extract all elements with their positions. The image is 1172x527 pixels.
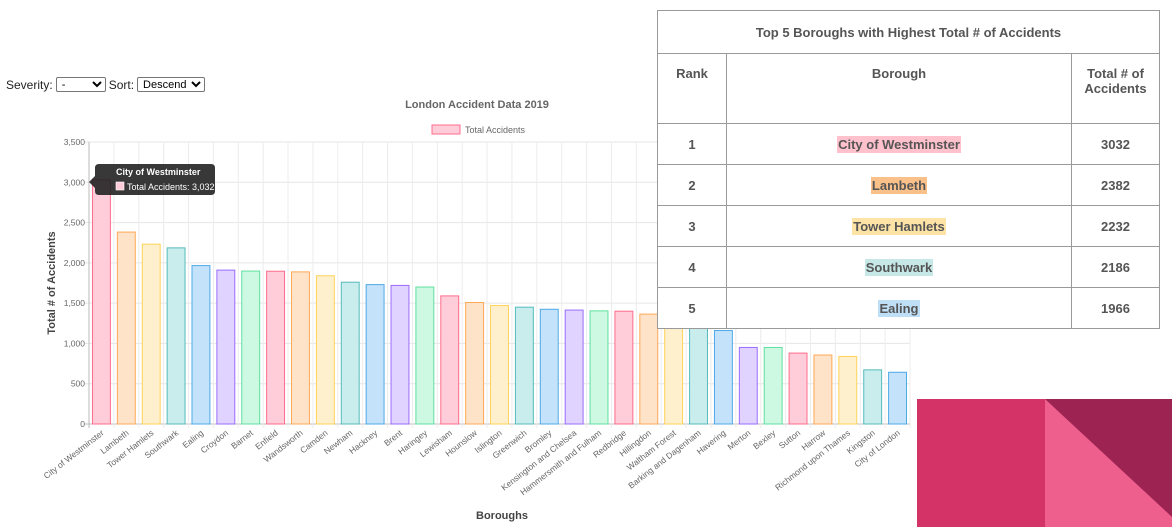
bar [738,346,758,425]
bar [415,286,435,425]
y-tick-label: 500 [71,379,85,389]
rank-cell: 1 [657,123,727,165]
tooltip-title: City of Westminster [116,167,201,177]
y-tick-label: 3,000 [64,177,86,187]
top5-row: 2 Lambeth 2382 [657,164,1160,206]
bar [664,317,684,425]
header-total-line2: Accidents [1084,81,1147,96]
legend-label: Total Accidents [465,125,526,135]
decorative-corner-graphic [917,399,1172,527]
bar [490,305,509,425]
rank-cell: 5 [657,287,727,329]
deco-dark-triangle [1045,399,1172,517]
rank-cell: 2 [657,164,727,206]
x-tick-label: Barnet [229,427,255,451]
rank-cell: 4 [657,246,727,288]
borough-highlight: Ealing [878,299,920,317]
total-cell: 2186 [1071,246,1160,288]
bar [166,247,186,425]
y-tick-label: 2,500 [64,218,86,228]
rank-cell: 3 [657,205,727,247]
total-cell: 2232 [1071,205,1160,247]
bar [689,325,708,425]
bar [539,308,559,425]
x-axis-title: Boroughs [476,510,528,522]
accident-bar-chart: London Accident Data 2019 Total Accident… [42,99,911,522]
bar [216,269,236,425]
top5-row: 4 Southwark 2186 [657,246,1160,288]
borough-highlight: Southwark [864,258,934,276]
y-tick-label: 0 [80,419,85,429]
tooltip-value: Total Accidents: 3,032 [127,182,215,192]
bar [191,265,211,425]
borough-cell: Lambeth [726,164,1072,206]
chart-legend: Total Accidents [431,124,526,135]
bar [116,231,136,425]
header-borough: Borough [726,53,1072,124]
tooltip-swatch [115,181,125,191]
bar [888,371,908,425]
y-tick-label: 3,500 [64,137,86,147]
top5-header-row: Rank Borough Total # of Accidents [657,53,1160,124]
top5-table: Top 5 Boroughs with Highest Total # of A… [657,10,1160,329]
tooltip: City of Westminster Total Accidents: 3,0… [89,164,215,195]
header-total-line1: Total # of [1087,66,1144,81]
bar [713,330,733,425]
y-axis-title: Total # of Accidents [46,231,58,334]
bar [291,271,310,425]
bar [340,281,360,425]
bar [315,275,335,425]
filter-controls: Severity: - Sort: Descending [6,77,206,92]
borough-highlight: Tower Hamlets [852,217,946,235]
borough-highlight: Lambeth [870,176,928,194]
bar [813,354,833,425]
bar [514,306,534,425]
y-tick-label: 2,000 [64,258,86,268]
bar [863,369,883,425]
x-tick-label: Merton [726,428,753,452]
header-total: Total # of Accidents [1071,53,1160,124]
bar [788,352,808,425]
legend-swatch [431,124,461,135]
header-rank: Rank [657,53,727,124]
borough-highlight: City of Westminster [837,135,961,153]
bar [390,284,410,425]
top5-row: 5 Ealing 1966 [657,287,1160,329]
y-tick-label: 1,000 [64,338,86,348]
bar [639,313,659,425]
bar [141,243,161,425]
total-cell: 1966 [1071,287,1160,329]
top5-title: Top 5 Boroughs with Highest Total # of A… [657,10,1160,54]
borough-cell: City of Westminster [726,123,1072,165]
y-tick-label: 1,500 [64,298,86,308]
bar [266,270,286,425]
bar [365,284,385,425]
bar [440,295,460,425]
x-tick-label: Sutton [777,428,803,451]
total-cell: 3032 [1071,123,1160,165]
chart-title: London Accident Data 2019 [405,99,549,111]
bar [564,309,584,425]
borough-cell: Tower Hamlets [726,205,1072,247]
bar [241,270,261,425]
total-cell: 2382 [1071,164,1160,206]
bar [589,310,609,425]
sort-label: Sort: [108,77,135,92]
x-tick-label: City of Westminster [42,428,106,481]
top5-row: 1 City of Westminster 3032 [657,123,1160,165]
bar [614,310,634,425]
bar [838,355,858,425]
severity-select[interactable]: - [55,77,106,92]
sort-select[interactable]: Descending [137,77,206,92]
bar [763,346,783,425]
borough-cell: Southwark [726,246,1072,288]
top5-row: 3 Tower Hamlets 2232 [657,205,1160,247]
x-tick-label: Hackney [347,427,380,456]
bar [465,301,485,425]
severity-label: Severity: [6,77,53,92]
borough-cell: Ealing [726,287,1072,329]
bar [91,179,111,425]
x-tick-label: Croydon [199,428,231,456]
x-tick-label: Bexley [751,427,778,451]
